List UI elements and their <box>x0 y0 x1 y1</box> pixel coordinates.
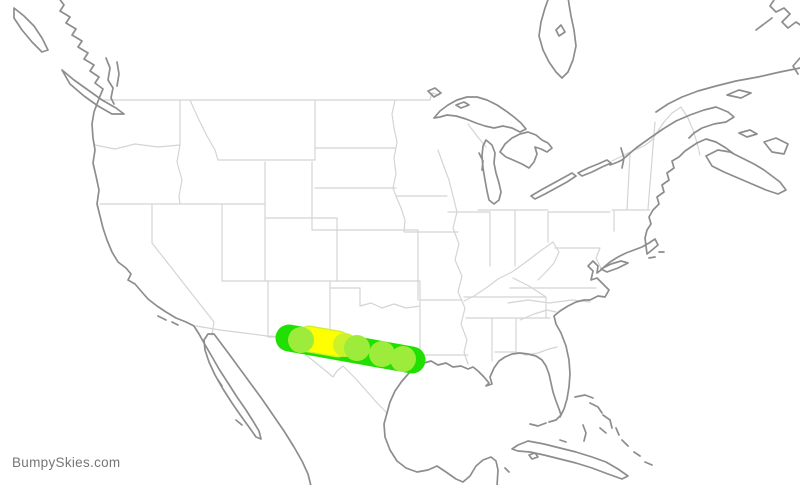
cuba <box>511 440 629 480</box>
turbulence-dot <box>369 341 395 367</box>
flight-route <box>275 324 426 374</box>
turbulence-dot <box>344 335 370 361</box>
mexico-yucatan-coastline <box>383 412 510 485</box>
canada-east-coastline <box>609 0 800 195</box>
james-bay <box>538 0 577 79</box>
turbulence-dot <box>390 346 416 372</box>
watermark-text: BumpySkies.com <box>12 455 121 470</box>
bahamas <box>559 394 653 466</box>
gulf-atlantic-coastline <box>386 142 698 427</box>
pacific-coastline <box>59 0 312 485</box>
bc-islands <box>13 7 243 426</box>
international-borders <box>195 106 701 338</box>
great-lakes <box>427 87 625 205</box>
puget-sound <box>105 57 120 105</box>
state-borders-layer <box>94 92 701 414</box>
turbulence-dot <box>288 327 314 353</box>
coastlines-layer <box>13 0 800 485</box>
us-state-borders <box>94 92 656 414</box>
